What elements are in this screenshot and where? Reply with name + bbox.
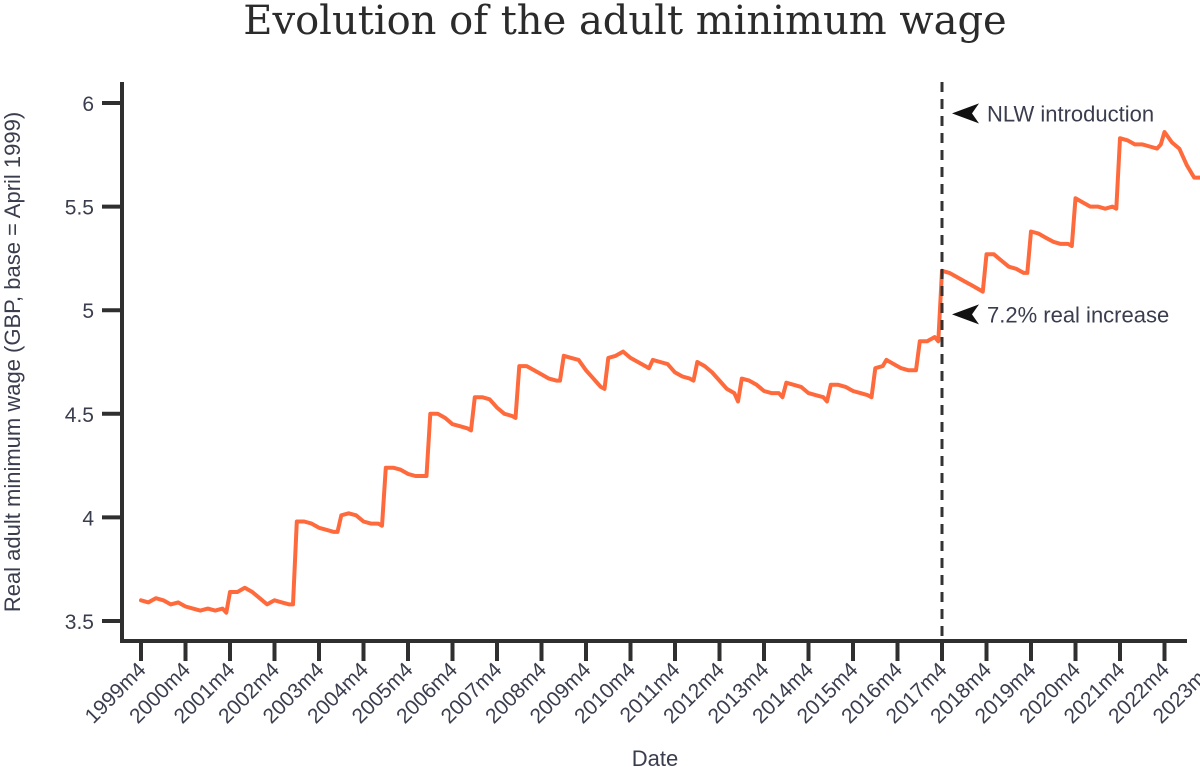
y-tick-label: 6 xyxy=(82,93,94,116)
annotation-arrow-icon xyxy=(952,304,979,325)
annotation-label: 7.2% real increase xyxy=(987,302,1169,327)
x-axis-label: Date xyxy=(632,746,678,767)
annotation-label: NLW introduction xyxy=(987,101,1154,126)
y-axis-label: Real adult minimum wage (GBP, base = Apr… xyxy=(0,112,25,612)
y-tick-label: 5.5 xyxy=(65,197,94,220)
x-axis-ticks: 1999m42000m42001m42002m42003m42004m42005… xyxy=(81,641,1200,728)
y-axis-ticks: 3.5 4 4.5 5 5.5 6 xyxy=(65,93,122,634)
plot-area xyxy=(139,130,1200,615)
series-line xyxy=(139,130,1200,615)
annotations: NLW introduction 7.2% real increase xyxy=(952,101,1169,327)
y-tick-label: 4.5 xyxy=(65,404,94,427)
y-tick-label: 3.5 xyxy=(65,611,94,634)
y-tick-label: 5 xyxy=(82,300,94,323)
chart-title: Evolution of the adult minimum wage xyxy=(243,0,1006,44)
annotation-arrow-icon xyxy=(952,103,979,124)
y-tick-label: 4 xyxy=(82,507,94,530)
